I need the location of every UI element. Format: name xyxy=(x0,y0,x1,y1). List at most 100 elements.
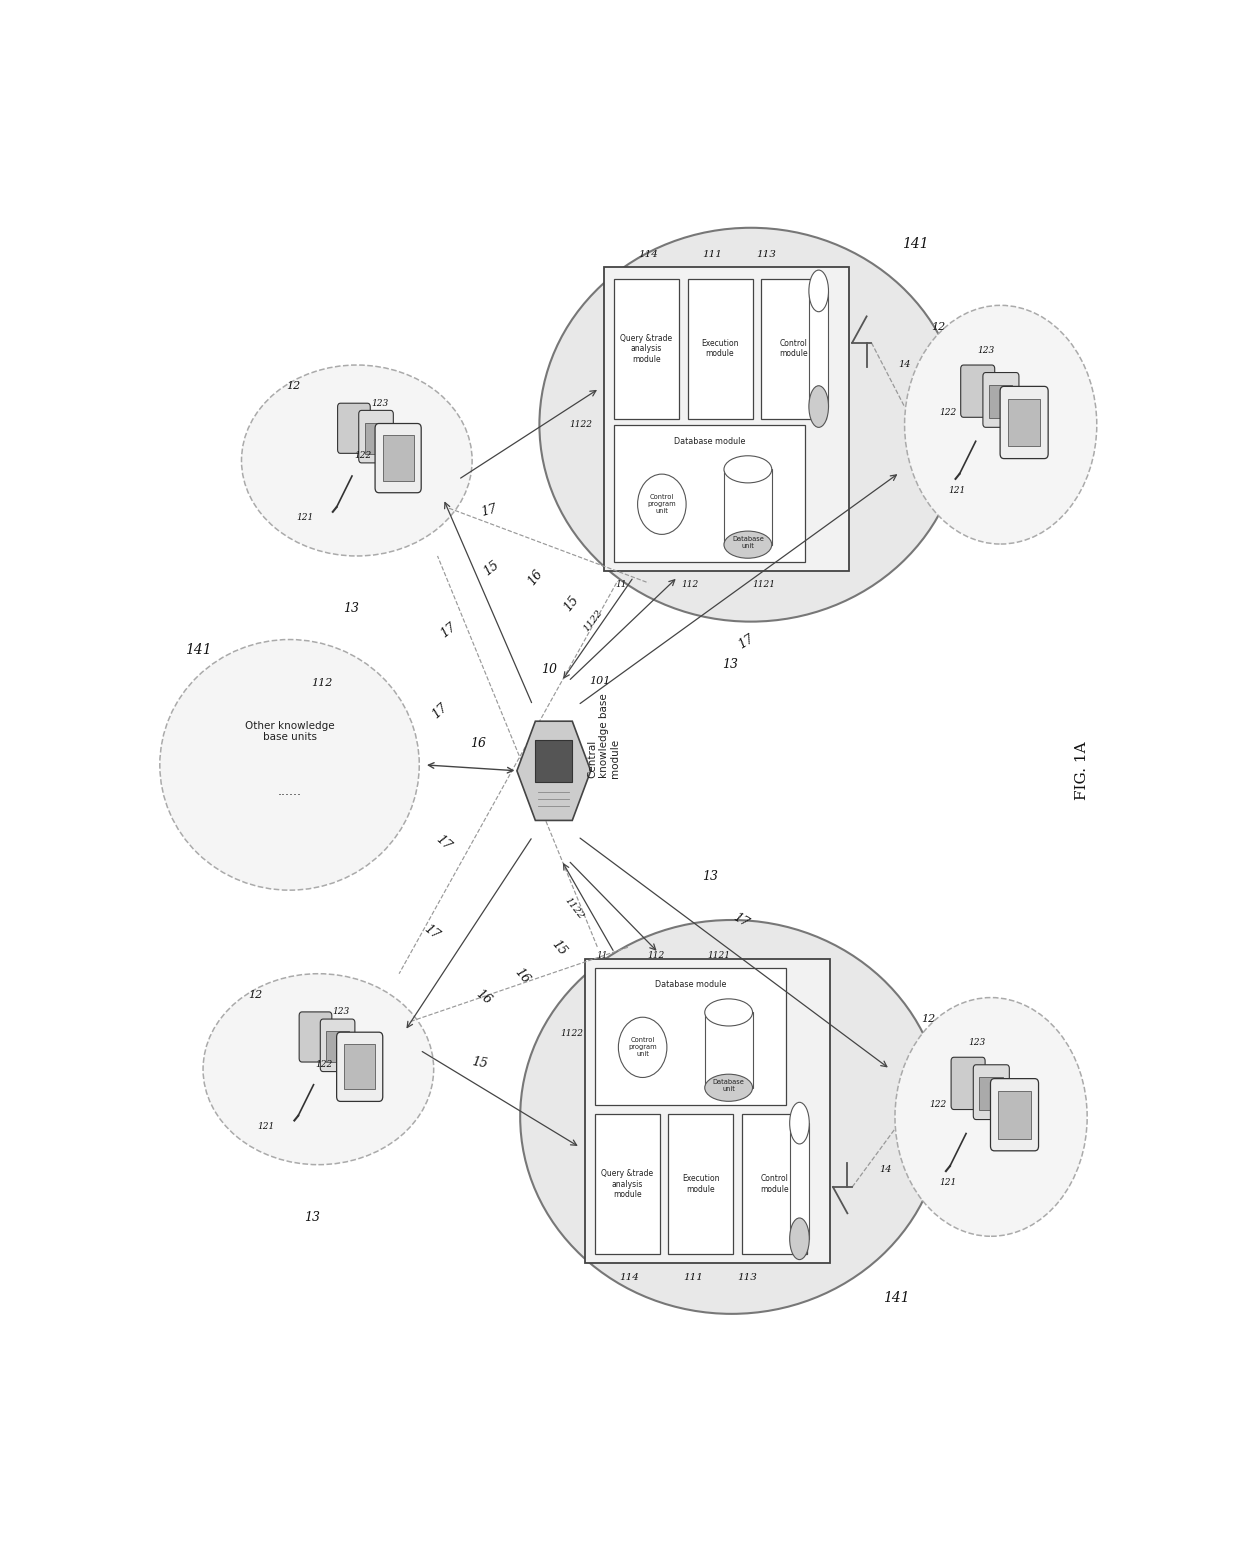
Text: FIG. 1A: FIG. 1A xyxy=(1075,741,1090,800)
FancyBboxPatch shape xyxy=(983,372,1019,428)
FancyBboxPatch shape xyxy=(358,411,393,463)
Text: 141: 141 xyxy=(883,1291,910,1305)
Text: 13: 13 xyxy=(343,601,360,615)
Text: 15: 15 xyxy=(481,558,502,578)
Ellipse shape xyxy=(724,532,771,558)
FancyBboxPatch shape xyxy=(374,423,422,493)
Ellipse shape xyxy=(904,305,1096,544)
Text: 11: 11 xyxy=(596,950,609,959)
FancyBboxPatch shape xyxy=(688,279,753,418)
Text: 15: 15 xyxy=(548,938,569,958)
Ellipse shape xyxy=(724,456,771,484)
Ellipse shape xyxy=(539,228,962,622)
Polygon shape xyxy=(517,721,590,820)
Ellipse shape xyxy=(704,998,753,1026)
Ellipse shape xyxy=(242,366,472,556)
Ellipse shape xyxy=(521,921,942,1314)
FancyBboxPatch shape xyxy=(345,1045,374,1090)
FancyBboxPatch shape xyxy=(604,267,849,570)
FancyBboxPatch shape xyxy=(585,959,830,1263)
FancyBboxPatch shape xyxy=(668,1114,733,1254)
Text: 121: 121 xyxy=(939,1178,956,1187)
Text: 123: 123 xyxy=(332,1008,350,1017)
Ellipse shape xyxy=(895,998,1087,1237)
Text: 141: 141 xyxy=(186,643,212,657)
FancyBboxPatch shape xyxy=(365,423,387,454)
Ellipse shape xyxy=(637,474,686,535)
Text: 1132: 1132 xyxy=(812,480,836,490)
Text: 12: 12 xyxy=(286,381,300,391)
Text: 14: 14 xyxy=(879,1164,892,1173)
Text: ......: ...... xyxy=(278,784,301,798)
FancyBboxPatch shape xyxy=(980,1077,1003,1110)
Text: 16: 16 xyxy=(526,567,546,587)
Text: Execution
module: Execution module xyxy=(682,1175,719,1194)
FancyBboxPatch shape xyxy=(704,1012,753,1088)
Ellipse shape xyxy=(790,1102,810,1144)
Text: 12: 12 xyxy=(921,1014,936,1025)
Text: 13: 13 xyxy=(305,1211,321,1223)
Text: 17: 17 xyxy=(480,502,498,519)
Text: 12: 12 xyxy=(248,990,262,1000)
Text: 121: 121 xyxy=(949,485,966,494)
Text: 111: 111 xyxy=(683,1273,703,1282)
FancyBboxPatch shape xyxy=(808,291,828,406)
Text: Execution
module: Execution module xyxy=(702,339,739,358)
Ellipse shape xyxy=(160,640,419,890)
FancyBboxPatch shape xyxy=(320,1018,355,1071)
Text: 1122: 1122 xyxy=(569,420,593,429)
FancyBboxPatch shape xyxy=(991,1079,1039,1150)
Text: 12: 12 xyxy=(931,322,945,332)
Text: 122: 122 xyxy=(353,451,371,460)
Text: 17: 17 xyxy=(732,910,751,930)
Text: 114: 114 xyxy=(619,1273,639,1282)
Text: 1121: 1121 xyxy=(708,950,730,959)
Ellipse shape xyxy=(790,1218,810,1260)
FancyBboxPatch shape xyxy=(383,436,413,480)
FancyBboxPatch shape xyxy=(614,425,805,561)
Text: 17: 17 xyxy=(429,701,450,721)
Text: 141: 141 xyxy=(903,237,929,251)
Ellipse shape xyxy=(808,270,828,312)
Text: 113: 113 xyxy=(756,250,776,259)
FancyBboxPatch shape xyxy=(742,1114,807,1254)
Text: 10: 10 xyxy=(541,663,557,676)
Text: 1132: 1132 xyxy=(794,1040,816,1048)
Text: Database
unit: Database unit xyxy=(732,536,764,549)
Text: 15: 15 xyxy=(560,594,582,614)
FancyBboxPatch shape xyxy=(614,279,680,418)
Text: 1122: 1122 xyxy=(560,1029,583,1038)
Text: 1131: 1131 xyxy=(812,271,836,281)
FancyBboxPatch shape xyxy=(1008,398,1040,446)
FancyBboxPatch shape xyxy=(337,403,371,453)
FancyBboxPatch shape xyxy=(973,1065,1009,1119)
Text: 1122: 1122 xyxy=(582,609,604,634)
Text: Database module: Database module xyxy=(675,437,745,446)
Text: 16: 16 xyxy=(474,987,494,1008)
FancyBboxPatch shape xyxy=(998,1091,1030,1139)
FancyBboxPatch shape xyxy=(536,741,573,783)
Text: 112: 112 xyxy=(647,950,665,959)
FancyBboxPatch shape xyxy=(595,1114,660,1254)
Text: 111: 111 xyxy=(702,250,722,259)
Text: Query &trade
analysis
module: Query &trade analysis module xyxy=(601,1169,653,1198)
Text: 16: 16 xyxy=(512,966,532,986)
Ellipse shape xyxy=(619,1017,667,1077)
FancyBboxPatch shape xyxy=(1001,386,1048,459)
Text: 122: 122 xyxy=(315,1060,332,1069)
Text: 1131: 1131 xyxy=(794,1249,816,1259)
Ellipse shape xyxy=(808,386,828,428)
Ellipse shape xyxy=(203,973,434,1164)
Text: Other knowledge
base units: Other knowledge base units xyxy=(244,721,335,742)
FancyBboxPatch shape xyxy=(790,1124,810,1238)
FancyBboxPatch shape xyxy=(336,1032,383,1102)
FancyBboxPatch shape xyxy=(951,1057,985,1110)
Text: 17: 17 xyxy=(438,620,459,640)
Text: 112: 112 xyxy=(682,580,698,589)
Text: 17: 17 xyxy=(433,832,454,852)
Text: Central
knowledge base
module: Central knowledge base module xyxy=(588,693,620,778)
Text: 123: 123 xyxy=(371,398,388,408)
Text: 14: 14 xyxy=(899,360,911,369)
FancyBboxPatch shape xyxy=(990,384,1012,418)
Text: 114: 114 xyxy=(639,250,658,259)
